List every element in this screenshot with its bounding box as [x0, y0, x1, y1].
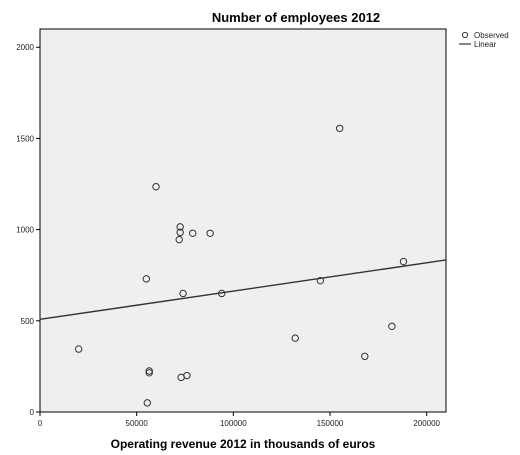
data-point — [74, 345, 83, 353]
data-point — [361, 352, 369, 361]
y-axis: 0 500 1000 1500 2000 — [16, 43, 40, 417]
x-axis: 0 50000 100000 150000 200000 — [38, 412, 441, 428]
plot-area — [39, 28, 447, 413]
legend-observed-marker — [461, 31, 469, 39]
y-tick-label: 2000 — [16, 43, 34, 52]
data-point — [152, 183, 160, 191]
x-tick-label: 0 — [38, 419, 43, 428]
linear-fit-line — [39, 259, 447, 321]
data-point — [142, 275, 151, 283]
y-tick-label: 1500 — [16, 134, 34, 143]
x-tick-label: 100000 — [220, 419, 247, 428]
legend: Observed Linear — [459, 31, 509, 49]
legend-observed-label: Observed — [474, 31, 509, 40]
data-point — [218, 289, 226, 298]
x-axis-label: Operating revenue 2012 in thousands of e… — [111, 437, 376, 451]
data-point — [175, 235, 183, 244]
data-point — [189, 229, 197, 237]
x-tick-label: 150000 — [317, 419, 344, 428]
x-tick-label: 50000 — [126, 419, 149, 428]
y-tick-label: 500 — [21, 317, 35, 326]
data-point — [399, 257, 408, 266]
observed-points — [74, 124, 408, 407]
y-tick-label: 0 — [30, 408, 35, 417]
y-tick-label: 1000 — [16, 226, 34, 235]
data-point — [179, 289, 187, 298]
data-point — [143, 399, 152, 407]
data-point — [183, 371, 191, 380]
data-point — [335, 124, 344, 133]
data-point — [388, 322, 396, 330]
data-point — [145, 367, 153, 375]
data-point — [176, 228, 184, 237]
data-point — [176, 223, 184, 231]
x-tick-label: 200000 — [413, 419, 440, 428]
legend-linear-label: Linear — [474, 40, 497, 49]
chart-title: Number of employees 2012 — [212, 10, 380, 25]
data-point — [291, 334, 299, 342]
data-point — [206, 229, 214, 237]
data-point — [316, 276, 325, 285]
